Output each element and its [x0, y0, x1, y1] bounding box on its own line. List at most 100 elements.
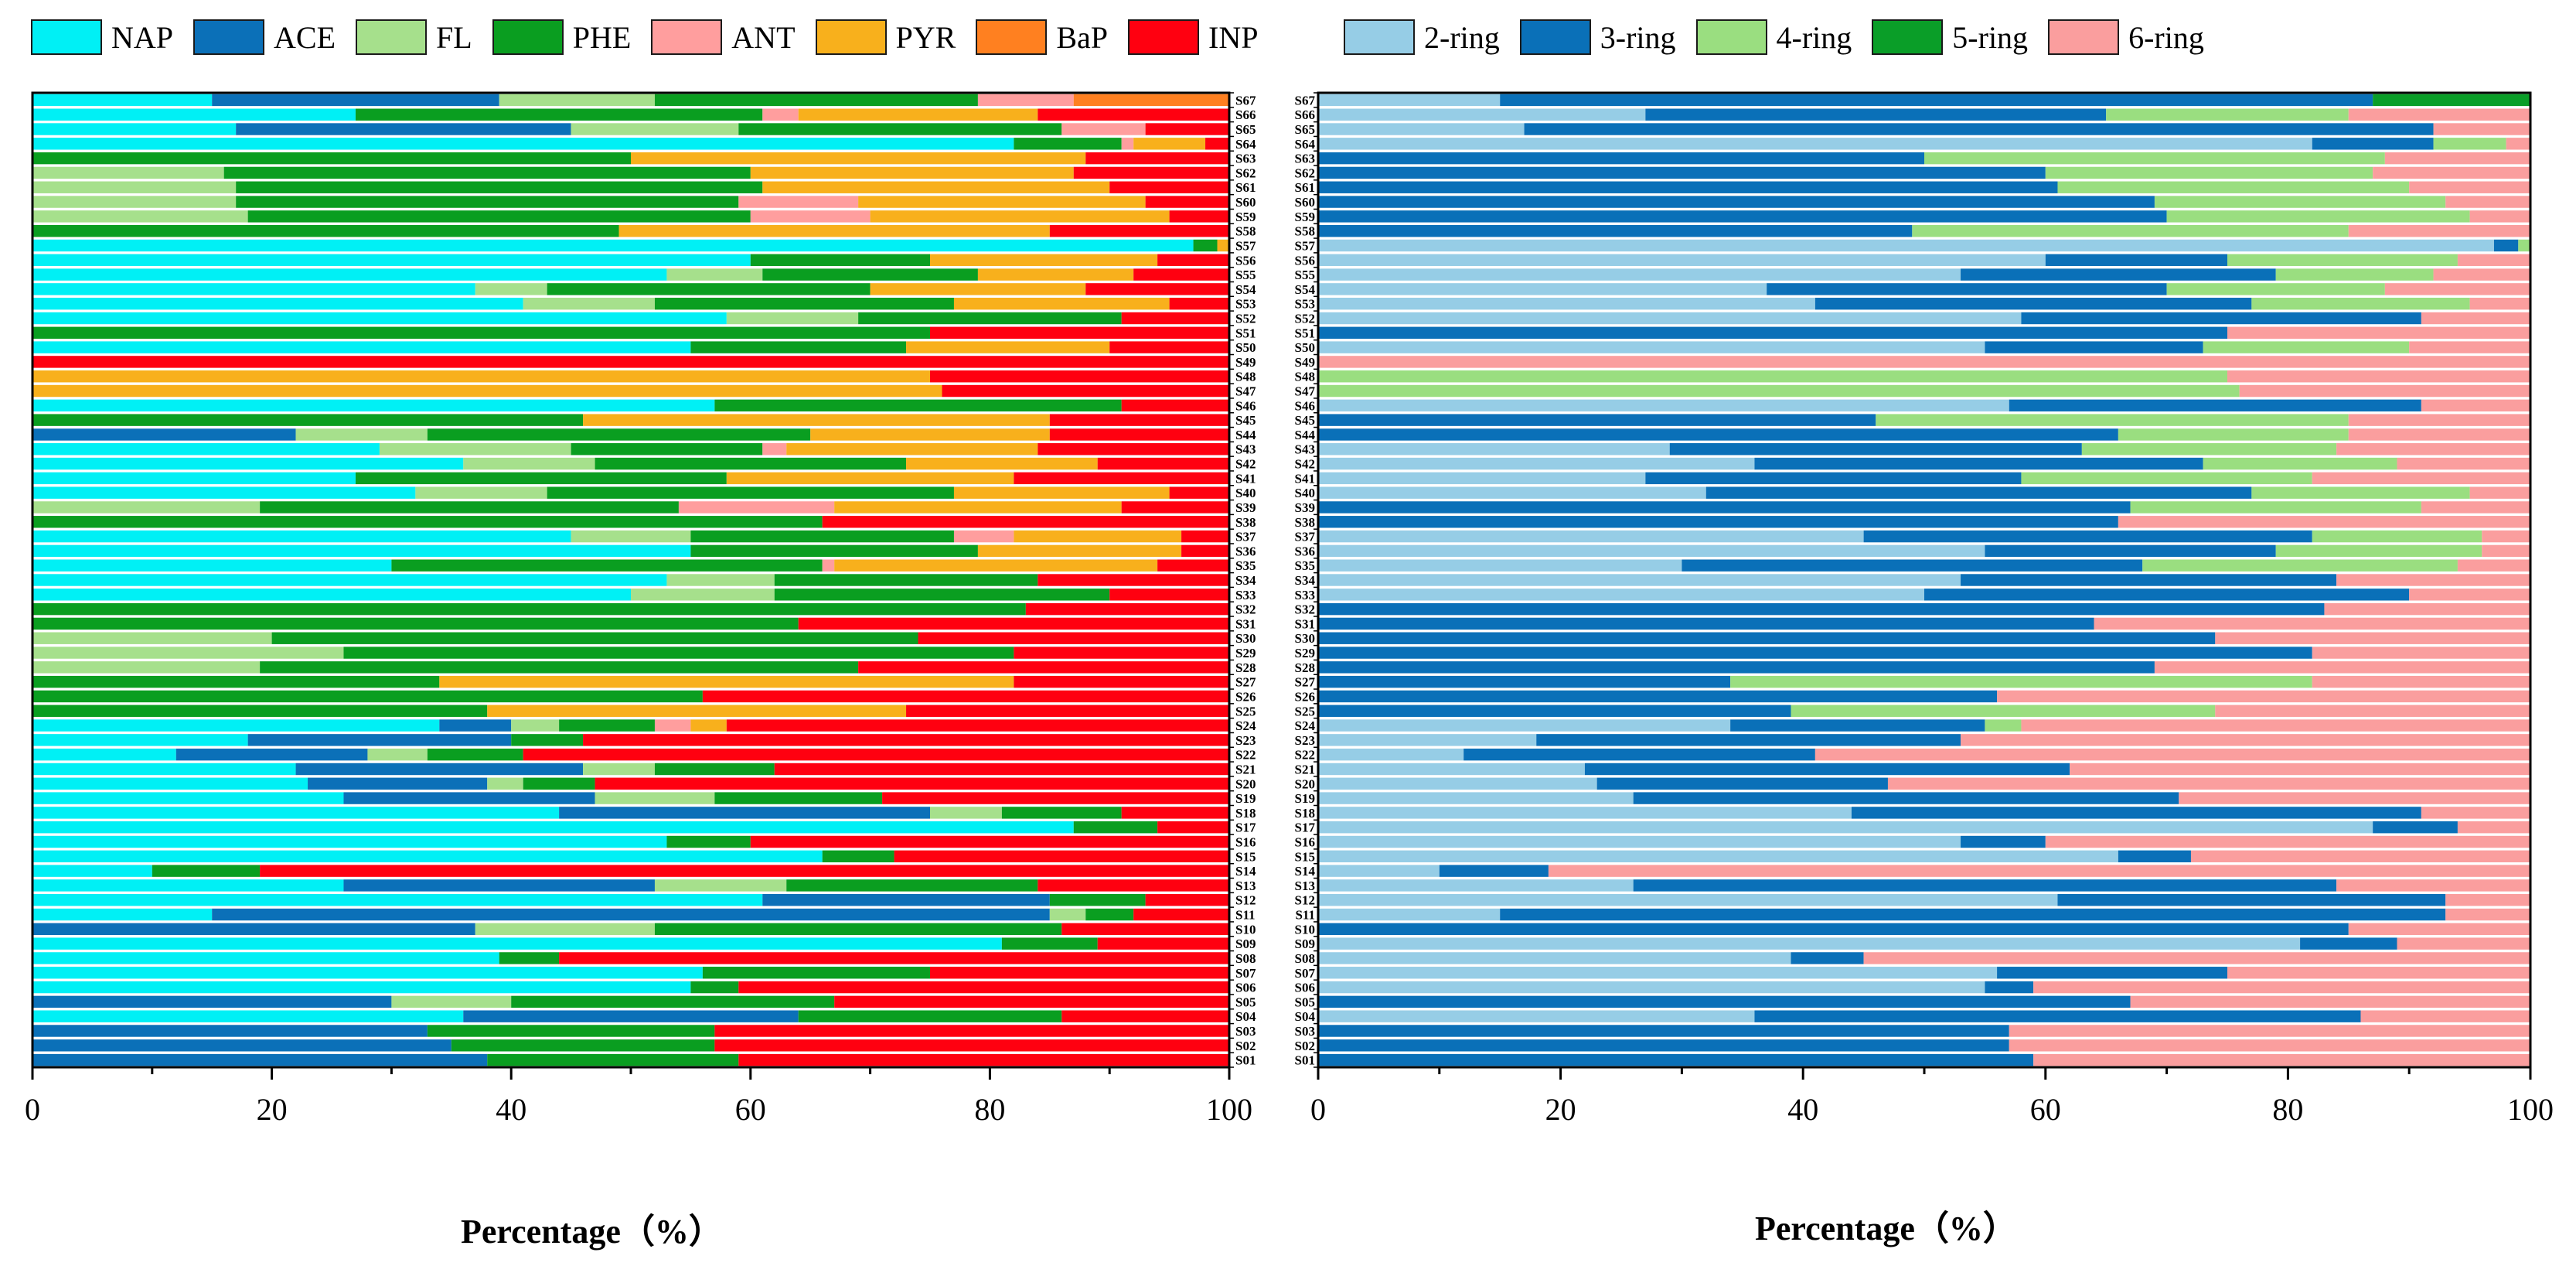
- bar-segment: [391, 995, 512, 1008]
- category-label: S56: [1235, 253, 1256, 268]
- bar-segment: [1157, 254, 1229, 266]
- bar-segment: [1318, 268, 1961, 281]
- bar-segment: [1997, 967, 2227, 979]
- bar-segment: [2421, 312, 2530, 325]
- bar-segment: [762, 108, 799, 121]
- bar-segment: [1318, 632, 2216, 644]
- category-label: S49: [1235, 355, 1256, 370]
- bar-segment: [175, 748, 368, 761]
- bar-segment: [223, 166, 751, 179]
- bar-segment: [236, 196, 739, 208]
- bar-segment: [1145, 123, 1229, 135]
- bar-segment: [1318, 602, 2325, 616]
- bar-segment: [1014, 530, 1182, 543]
- category-label: S05: [1235, 995, 1256, 1009]
- bar-segment: [1318, 661, 2155, 674]
- bar-segment: [1318, 443, 1670, 456]
- bar-segment: [1730, 719, 1985, 732]
- category-label: S19: [1235, 791, 1256, 806]
- bar-segment: [1025, 602, 1229, 616]
- bar-segment: [439, 675, 1014, 688]
- bar-segment: [32, 574, 667, 586]
- legend-swatch: [651, 19, 723, 55]
- x-axis-title-left: Percentage（%）: [461, 1213, 723, 1251]
- category-label: S17: [1235, 821, 1256, 835]
- bar-segment: [930, 370, 1229, 383]
- bar-segment: [2251, 486, 2470, 499]
- bar-segment: [427, 428, 811, 441]
- bar-segment: [1318, 181, 2058, 193]
- bar-segment: [1318, 152, 1924, 165]
- category-label: S04: [1295, 1009, 1316, 1024]
- category-label: S01: [1295, 1053, 1315, 1068]
- bar-segment: [1109, 181, 1229, 193]
- category-label: S51: [1295, 326, 1315, 340]
- bar-segment: [1318, 894, 2058, 906]
- bar-segment: [1439, 865, 1549, 877]
- bar-segment: [774, 589, 1110, 601]
- bar-segment: [726, 312, 859, 325]
- bar-segment: [559, 952, 1229, 964]
- bar-segment: [858, 661, 1229, 674]
- bar-segment: [2421, 807, 2530, 819]
- bar-segment: [511, 995, 835, 1008]
- category-label: S50: [1235, 340, 1256, 355]
- bar-segment: [152, 865, 261, 877]
- legend-label: INP: [1208, 19, 1259, 55]
- bar-segment: [1730, 675, 2312, 688]
- bar-segment: [32, 690, 703, 703]
- bar-segment: [1318, 617, 2094, 630]
- bar-segment: [583, 763, 655, 776]
- bar-segment: [1085, 283, 1229, 295]
- bar-segment: [618, 224, 1050, 237]
- bar-segment: [463, 457, 595, 470]
- legend-swatch: [1128, 19, 1200, 55]
- bar-segment: [1318, 94, 1501, 107]
- category-label: S23: [1295, 733, 1315, 748]
- bar-segment: [391, 559, 823, 572]
- category-label: S16: [1235, 835, 1256, 850]
- bar-segment: [654, 879, 787, 892]
- bar-segment: [1863, 530, 2312, 543]
- bar-segment: [1157, 559, 1229, 572]
- legend-label: 6-ring: [2128, 19, 2204, 55]
- bar-segment: [2130, 995, 2530, 1008]
- bar-segment: [1085, 152, 1229, 165]
- bar-segment: [2166, 210, 2470, 223]
- legend-swatch: [976, 19, 1048, 55]
- bar-segment: [2275, 268, 2434, 281]
- bar-segment: [1754, 457, 2203, 470]
- bar-segment: [32, 268, 667, 281]
- bar-segment: [1500, 94, 2373, 107]
- bar-segment: [1169, 486, 1229, 499]
- bar-segment: [2106, 108, 2349, 121]
- category-label: S62: [1235, 166, 1256, 180]
- bar-segment: [1318, 472, 1646, 485]
- bar-segment: [1985, 719, 2022, 732]
- bar-segment: [690, 981, 739, 994]
- bar-segment: [32, 617, 799, 630]
- bar-segment: [32, 210, 248, 223]
- bar-segment: [1318, 399, 2009, 412]
- bar-segment: [32, 763, 296, 776]
- category-label: S36: [1235, 544, 1256, 558]
- legend-swatch: [1695, 19, 1767, 55]
- category-label: S43: [1295, 442, 1315, 457]
- bar-segment: [678, 501, 835, 514]
- category-label: S50: [1295, 340, 1315, 355]
- bar-segment: [2433, 268, 2530, 281]
- category-label: S38: [1235, 515, 1256, 530]
- bar-segment: [690, 719, 727, 732]
- bar-segment: [32, 254, 751, 266]
- category-label: S12: [1235, 893, 1256, 908]
- bar-segment: [2457, 254, 2530, 266]
- bar-segment: [463, 1010, 799, 1022]
- bar-segment: [2118, 516, 2530, 528]
- legend-item: NAP: [31, 19, 173, 56]
- bar-segment: [2493, 239, 2519, 252]
- bar-segment: [1633, 879, 2337, 892]
- category-label: S22: [1235, 748, 1256, 763]
- bar-segment: [32, 399, 715, 412]
- bar-segment: [2336, 879, 2530, 892]
- bar-segment: [2227, 326, 2530, 340]
